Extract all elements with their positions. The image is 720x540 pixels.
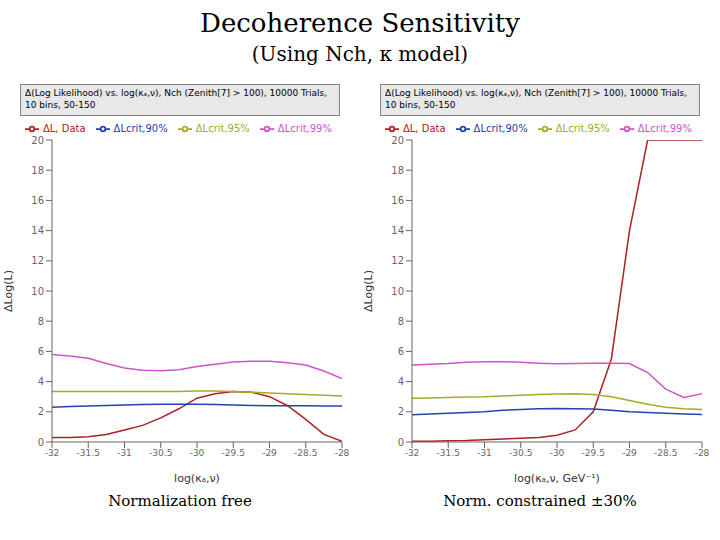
svg-text:12: 12	[391, 255, 404, 266]
svg-text:log(κₐ,ν): log(κₐ,ν)	[174, 472, 220, 485]
svg-text:ΔLog(L): ΔLog(L)	[8, 270, 15, 312]
svg-text:16: 16	[391, 195, 404, 206]
svg-text:-32: -32	[405, 448, 420, 458]
svg-text:14: 14	[31, 225, 44, 236]
svg-text:6: 6	[398, 346, 404, 357]
html-text:ΔLcrit,90%: ΔLcrit,90%	[113, 123, 168, 134]
svg-text:12: 12	[31, 255, 44, 266]
svg-text:6: 6	[38, 346, 44, 357]
svg-text:20: 20	[31, 135, 44, 146]
svg-text:0: 0	[398, 437, 404, 448]
html-text:ΔLcrit,90%: ΔLcrit,90%	[473, 123, 528, 134]
svg-text:-28.5: -28.5	[654, 448, 677, 458]
svg-text:8: 8	[38, 316, 44, 327]
html-text:Decoherence Sensitivity: Decoherence Sensitivity	[200, 8, 520, 38]
html-text:ΔLcrit,95%: ΔLcrit,95%	[195, 123, 250, 134]
svg-text:4: 4	[398, 376, 404, 387]
svg-text:18: 18	[31, 165, 44, 176]
svg-text:-31: -31	[477, 448, 492, 458]
svg-text:2: 2	[38, 406, 44, 417]
svg-text:-31.5: -31.5	[77, 448, 100, 458]
svg-text:-32: -32	[45, 448, 60, 458]
svg-text:-28: -28	[695, 448, 710, 458]
html-text:Norm. constrained ±30%: Norm. constrained ±30%	[443, 492, 637, 510]
html-text:Normalization free: Normalization free	[108, 492, 252, 510]
svg-text:16: 16	[31, 195, 44, 206]
svg-text:20: 20	[391, 135, 404, 146]
svg-text:-30.5: -30.5	[149, 448, 172, 458]
svg-text:-30: -30	[550, 448, 565, 458]
svg-text:-29.5: -29.5	[582, 448, 605, 458]
svg-text:0: 0	[38, 437, 44, 448]
html-text:ΔLcrit,95%: ΔLcrit,95%	[555, 123, 610, 134]
svg-text:log(κₐ,ν, GeV⁻¹): log(κₐ,ν, GeV⁻¹)	[514, 472, 600, 485]
html-text:ΔL, Data: ΔL, Data	[42, 123, 86, 134]
html-text:ΔLcrit,99%: ΔLcrit,99%	[277, 123, 332, 134]
html-text:ΔL, Data: ΔL, Data	[402, 123, 446, 134]
svg-text:-29: -29	[262, 448, 277, 458]
svg-text:-28.5: -28.5	[294, 448, 317, 458]
svg-text:ΔLog(L): ΔLog(L)	[362, 270, 375, 312]
svg-text:-28: -28	[335, 448, 350, 458]
svg-text:-31.5: -31.5	[437, 448, 460, 458]
svg-text:-31: -31	[117, 448, 132, 458]
svg-text:10: 10	[31, 286, 44, 297]
svg-text:-29: -29	[622, 448, 637, 458]
html-text:ΔLcrit,99%: ΔLcrit,99%	[637, 123, 692, 134]
svg-text:18: 18	[391, 165, 404, 176]
svg-text:4: 4	[38, 376, 44, 387]
svg-text:10: 10	[391, 286, 404, 297]
svg-text:-30.5: -30.5	[509, 448, 532, 458]
html-text:Δ(Log Likelihood) vs. log(κₐ,ν: Δ(Log Likelihood) vs. log(κₐ,ν), Nch (Ze…	[385, 88, 687, 110]
svg-text:-29.5: -29.5	[222, 448, 245, 458]
svg-text:2: 2	[398, 406, 404, 417]
svg-text:14: 14	[391, 225, 404, 236]
svg-text:8: 8	[398, 316, 404, 327]
html-text:(Using Nch, κ model): (Using Nch, κ model)	[251, 42, 469, 66]
html-text:Δ(Log Likelihood) vs. log(κₐ,ν: Δ(Log Likelihood) vs. log(κₐ,ν), Nch (Ze…	[25, 88, 327, 110]
svg-text:-30: -30	[190, 448, 205, 458]
